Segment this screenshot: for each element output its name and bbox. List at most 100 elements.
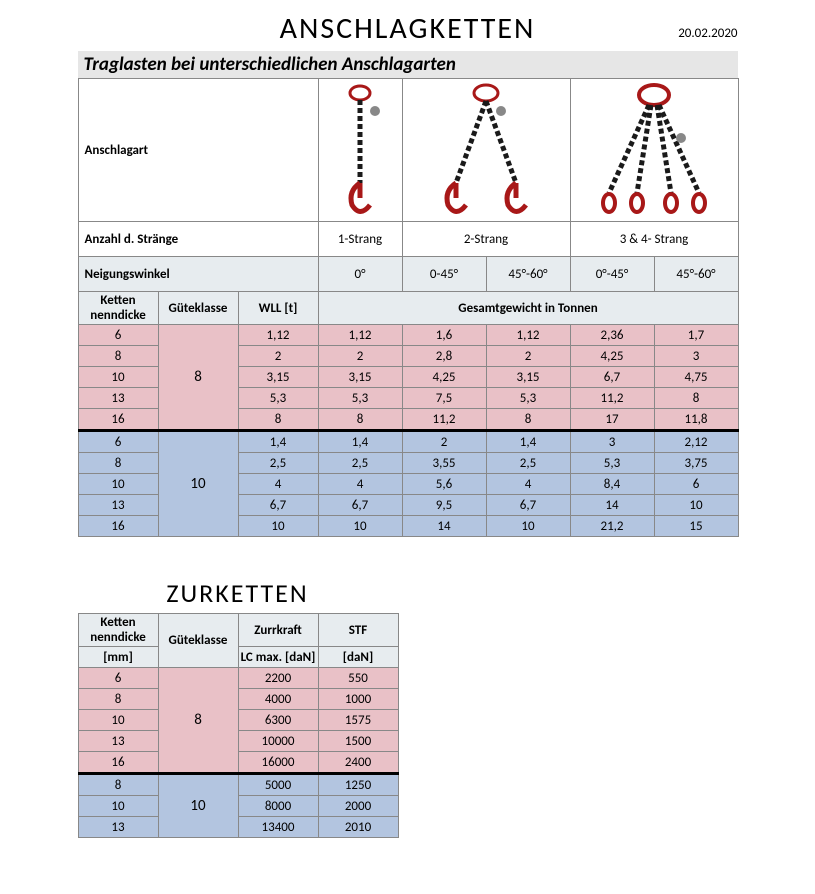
table-cell: 6,7 <box>570 367 654 388</box>
title-anschlagketten: ANSCHLAGKETTEN <box>78 10 738 47</box>
label-klasse-2: Güteklasse <box>158 614 238 668</box>
table-cell: 13 <box>78 817 158 838</box>
table-cell: 1575 <box>318 710 398 731</box>
table-cell: 10 <box>78 367 158 388</box>
table-cell: 2,5 <box>318 453 402 474</box>
angle-2: 45°-60° <box>486 257 570 292</box>
table-cell: 4,75 <box>654 367 738 388</box>
table-cell: 1,4 <box>318 431 402 453</box>
table-cell: 3 <box>654 346 738 367</box>
table-cell: 4 <box>318 474 402 495</box>
table-cell: 15 <box>654 516 738 537</box>
table-cell: 16 <box>78 409 158 431</box>
table-cell: 1,4 <box>486 431 570 453</box>
table-cell: 10 <box>238 516 318 537</box>
table-cell: 3,55 <box>402 453 486 474</box>
label-wll: WLL [t] <box>238 292 318 325</box>
gclass-8: 8 <box>158 325 238 431</box>
table-cell: 2,8 <box>402 346 486 367</box>
table-cell: 5,3 <box>570 453 654 474</box>
table-cell: 8 <box>78 346 158 367</box>
table-cell: 13 <box>78 388 158 409</box>
table-cell: 6300 <box>238 710 318 731</box>
table-cell: 11,2 <box>402 409 486 431</box>
table-cell: 13400 <box>238 817 318 838</box>
strand-34: 3 & 4- Strang <box>570 222 738 257</box>
table-cell: 5,3 <box>238 388 318 409</box>
label-stf: STF <box>318 614 398 647</box>
table-cell: 1250 <box>318 774 398 796</box>
table-cell: 2400 <box>318 752 398 774</box>
table-cell: 3,15 <box>318 367 402 388</box>
table-cell: 2 <box>486 346 570 367</box>
table-cell: 2 <box>238 346 318 367</box>
angle-4: 45°-60° <box>654 257 738 292</box>
table-cell: 2,36 <box>570 325 654 346</box>
label-neigung: Neigungswinkel <box>78 257 318 292</box>
table-cell: 6 <box>78 668 158 689</box>
strand-2: 2-Strang <box>402 222 570 257</box>
table-cell: 2,5 <box>238 453 318 474</box>
table-cell: 8 <box>654 388 738 409</box>
table-cell: 5,6 <box>402 474 486 495</box>
table-cell: 3,15 <box>238 367 318 388</box>
table-cell: 10 <box>318 516 402 537</box>
table-cell: 8 <box>238 409 318 431</box>
table-cell: 6,7 <box>486 495 570 516</box>
table-cell: 17 <box>570 409 654 431</box>
table-cell: 1500 <box>318 731 398 752</box>
table-cell: 16 <box>78 516 158 537</box>
strand-1: 1-Strang <box>318 222 402 257</box>
table-cell: 5,3 <box>318 388 402 409</box>
label-anzahl: Anzahl d. Stränge <box>78 222 318 257</box>
table-cell: 1,6 <box>402 325 486 346</box>
label-mm: [mm] <box>78 647 158 668</box>
table-cell: 11,8 <box>654 409 738 431</box>
table-cell: 6,7 <box>238 495 318 516</box>
label-dan: [daN] <box>318 647 398 668</box>
angle-0: 0° <box>318 257 402 292</box>
table-cell: 2 <box>402 431 486 453</box>
chain-4-strand-icon <box>570 79 738 222</box>
label-kette-2: Ketten nenndicke <box>78 614 158 647</box>
table-cell: 16000 <box>238 752 318 774</box>
table-cell: 1,12 <box>238 325 318 346</box>
table-cell: 10 <box>486 516 570 537</box>
table-cell: 3 <box>570 431 654 453</box>
table-cell: 4000 <box>238 689 318 710</box>
table-cell: 1,12 <box>486 325 570 346</box>
angle-3: 0°-45° <box>570 257 654 292</box>
table-cell: 10 <box>78 710 158 731</box>
table-cell: 14 <box>402 516 486 537</box>
table-cell: 4 <box>486 474 570 495</box>
table-cell: 10000 <box>238 731 318 752</box>
table-cell: 2010 <box>318 817 398 838</box>
table-cell: 1,4 <box>238 431 318 453</box>
table-cell: 8 <box>486 409 570 431</box>
table-cell: 2200 <box>238 668 318 689</box>
table-cell: 4 <box>238 474 318 495</box>
label-zurr: Zurrkraft <box>238 614 318 647</box>
table-cell: 10 <box>654 495 738 516</box>
gclass-8-b: 8 <box>158 668 238 774</box>
table-cell: 1,7 <box>654 325 738 346</box>
table-cell: 550 <box>318 668 398 689</box>
table-cell: 8000 <box>238 796 318 817</box>
angle-1: 0-45° <box>402 257 486 292</box>
table-cell: 1,12 <box>318 325 402 346</box>
table-cell: 11,2 <box>570 388 654 409</box>
table-cell: 8 <box>78 453 158 474</box>
table-cell: 8 <box>78 689 158 710</box>
label-lcmax: LC max. [daN] <box>238 647 318 668</box>
table-cell: 9,5 <box>402 495 486 516</box>
gclass-10-b: 10 <box>158 774 238 838</box>
table-cell: 10 <box>78 474 158 495</box>
table-cell: 2 <box>318 346 402 367</box>
table-cell: 6 <box>654 474 738 495</box>
chain-2-strand-icon <box>402 79 570 222</box>
table-cell: 13 <box>78 495 158 516</box>
subtitle: Traglasten bei unterschiedlichen Anschla… <box>78 51 738 78</box>
table-cell: 1000 <box>318 689 398 710</box>
table-cell: 8,4 <box>570 474 654 495</box>
table-cell: 8 <box>318 409 402 431</box>
